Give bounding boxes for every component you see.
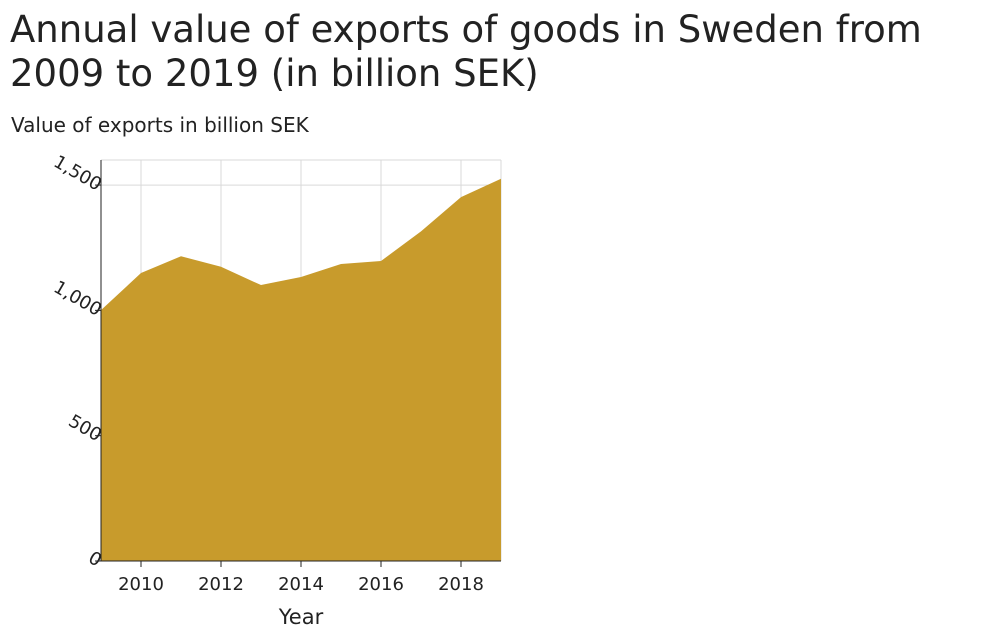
x-tick-label-2016: 2016 bbox=[358, 574, 404, 595]
y-tick-label-500: 500 bbox=[65, 411, 105, 446]
chart-title: Annual value of exports of goods in Swed… bbox=[10, 8, 922, 95]
x-tick-label-2010: 2010 bbox=[118, 574, 164, 595]
y-tick-label-1000: 1,000 bbox=[50, 277, 105, 321]
area-series bbox=[101, 178, 501, 562]
x-tick-label-2012: 2012 bbox=[198, 574, 244, 595]
x-axis-title: Year bbox=[278, 605, 324, 629]
y-axis-label: Value of exports in billion SEK bbox=[11, 113, 309, 137]
area-layer bbox=[101, 178, 501, 562]
x-tick-label-2014: 2014 bbox=[278, 574, 324, 595]
y-tick-label-1500: 1,500 bbox=[50, 151, 105, 195]
axis-layer bbox=[95, 160, 501, 567]
x-tick-label-2018: 2018 bbox=[438, 574, 484, 595]
